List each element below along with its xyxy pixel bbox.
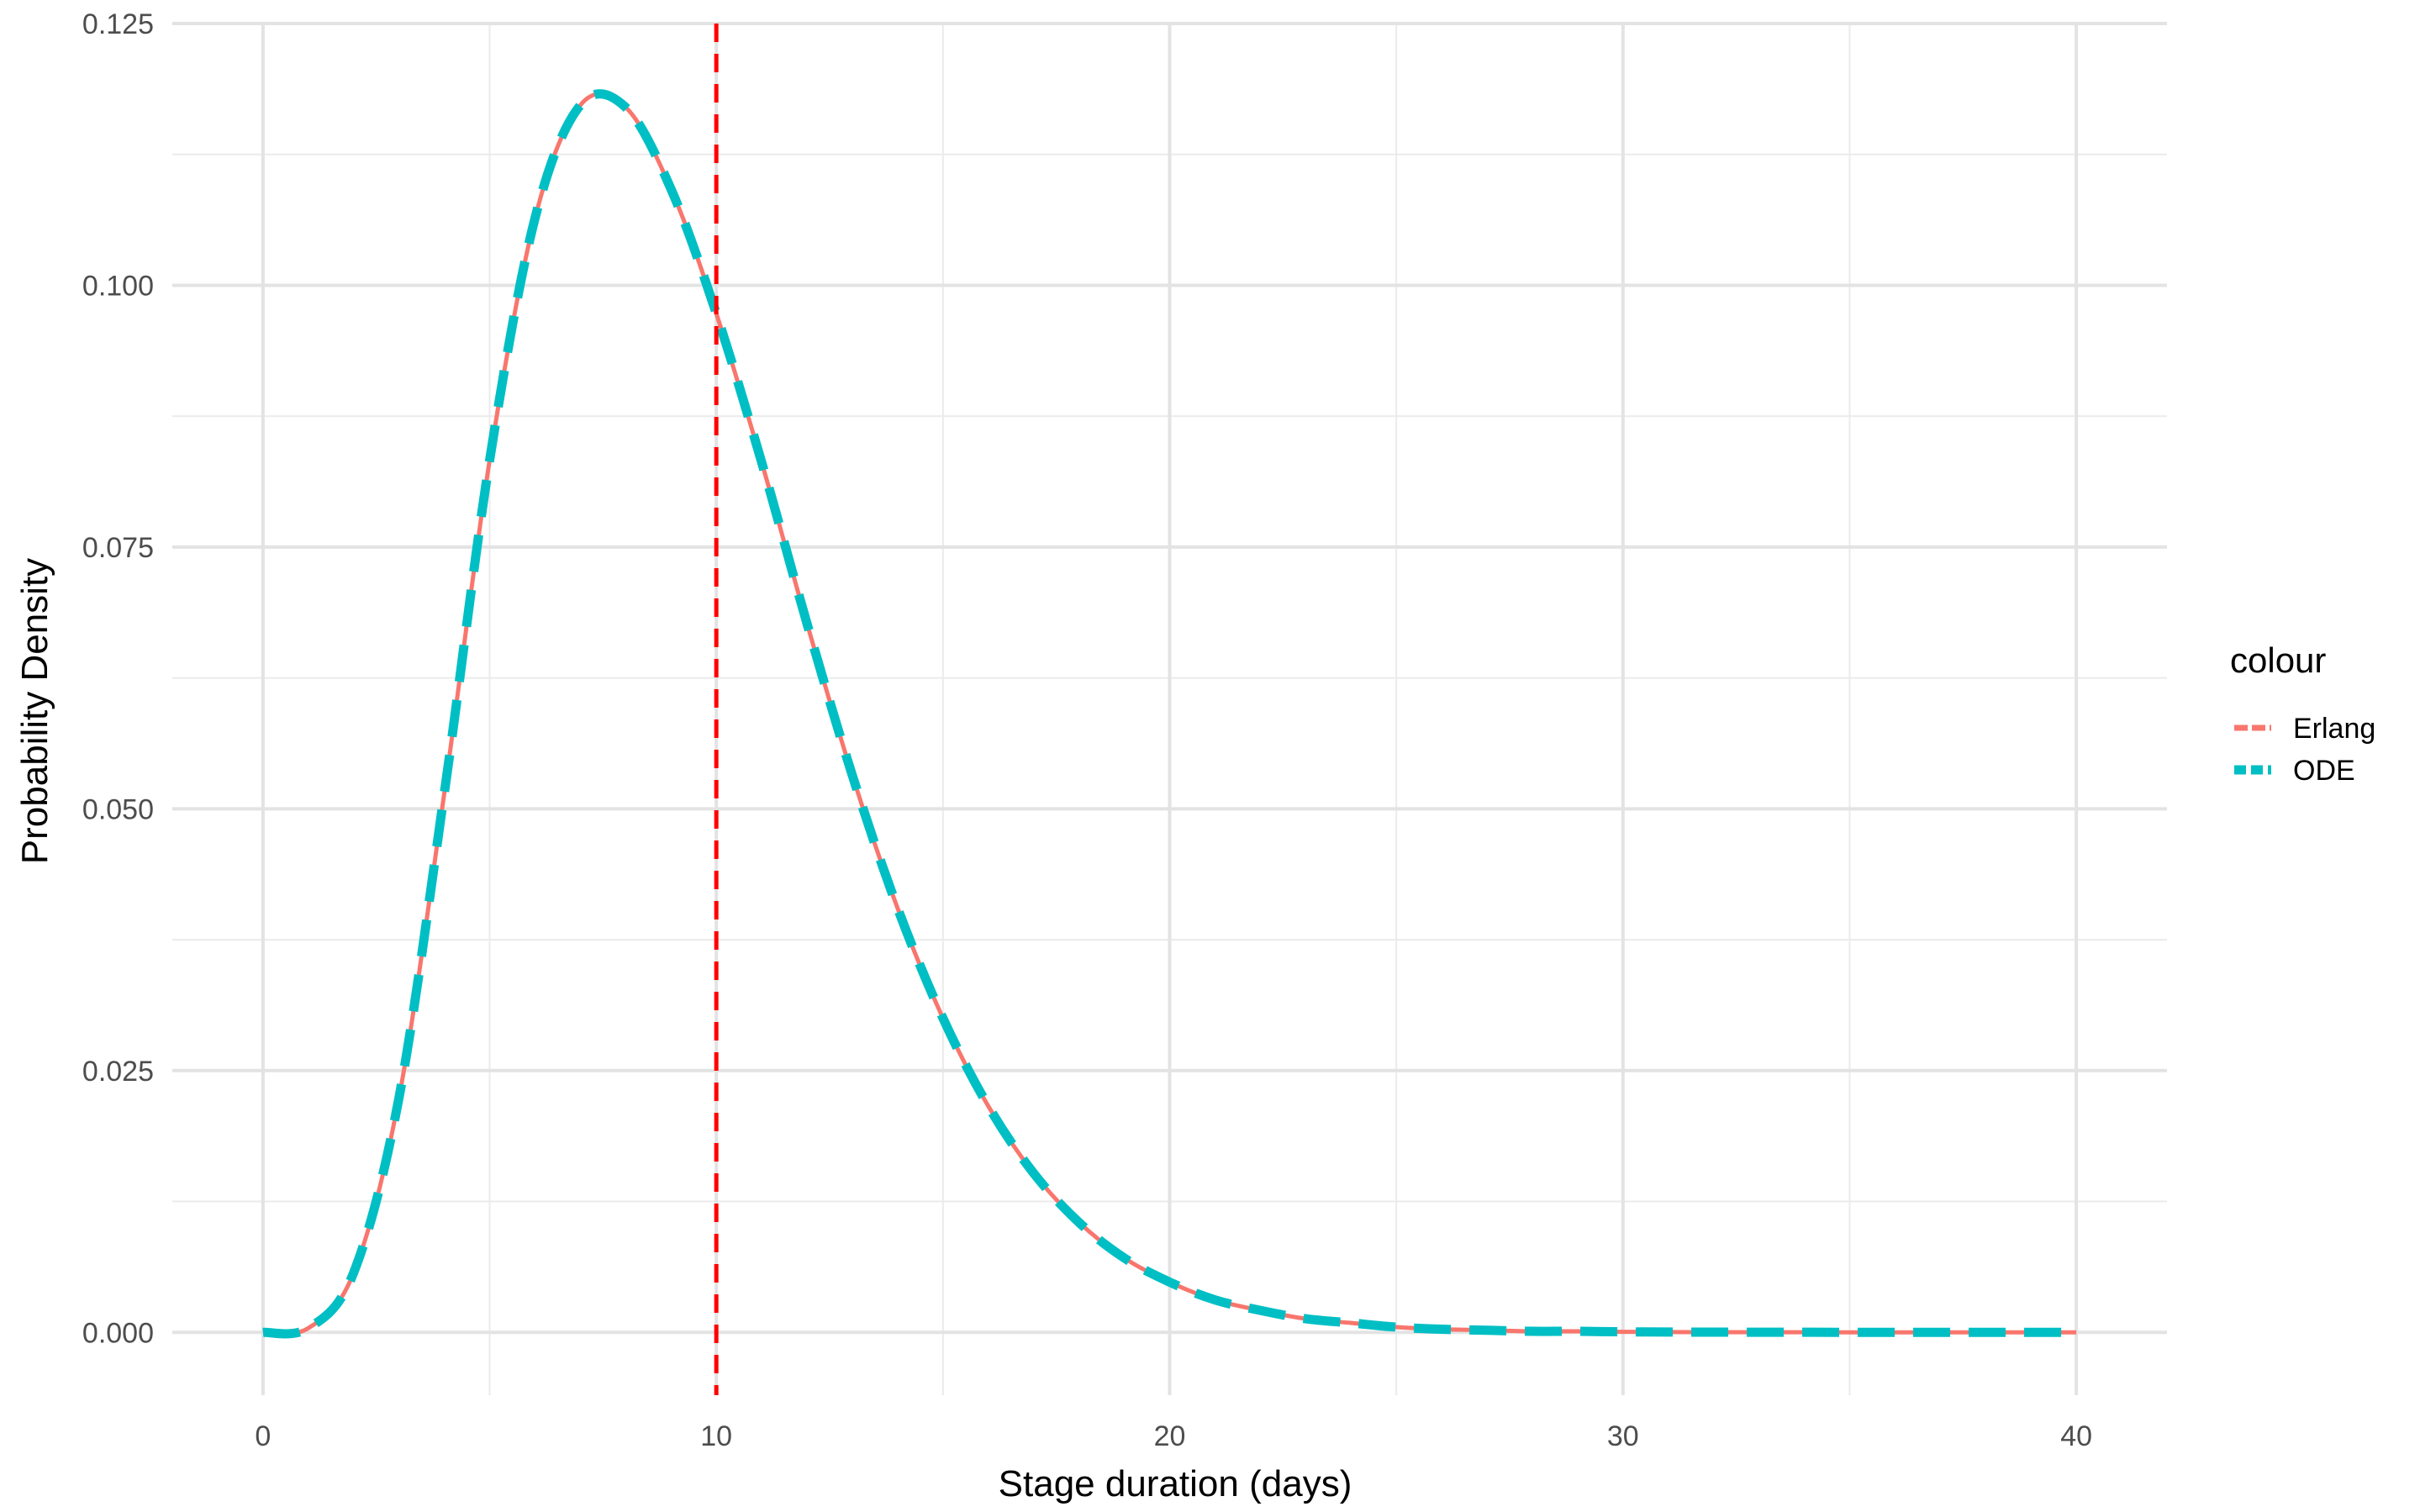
legend-label-erlang: Erlang [2293, 713, 2375, 745]
series-line-ode [262, 89, 2077, 1339]
legend: colour Erlang ODE [2230, 640, 2375, 787]
x-tick-label: 30 [1607, 1420, 1639, 1452]
y-tick-label: 0.125 [82, 8, 154, 40]
y-tick-label: 0.075 [82, 532, 154, 564]
tick-labels: 0 10 20 30 40 0.000 0.025 0.050 0.075 0.100 0.125 [82, 8, 2092, 1452]
x-tick-label: 10 [700, 1420, 732, 1452]
grid-major [172, 22, 2167, 1395]
y-tick-label: 0.100 [82, 270, 154, 302]
x-axis-title: Stage duration (days) [999, 1463, 1352, 1504]
y-axis-title: Probability Density [14, 558, 55, 864]
x-tick-label: 0 [255, 1420, 271, 1452]
legend-title: colour [2230, 640, 2326, 680]
series-layer [262, 89, 2077, 1339]
legend-label-ode: ODE [2293, 755, 2355, 787]
x-tick-label: 40 [2060, 1420, 2092, 1452]
y-tick-label: 0.025 [82, 1056, 154, 1088]
x-tick-label: 20 [1154, 1420, 1186, 1452]
y-tick-label: 0.050 [82, 793, 154, 825]
legend-entries: Erlang ODE [2234, 713, 2375, 787]
y-tick-label: 0.000 [82, 1317, 154, 1349]
